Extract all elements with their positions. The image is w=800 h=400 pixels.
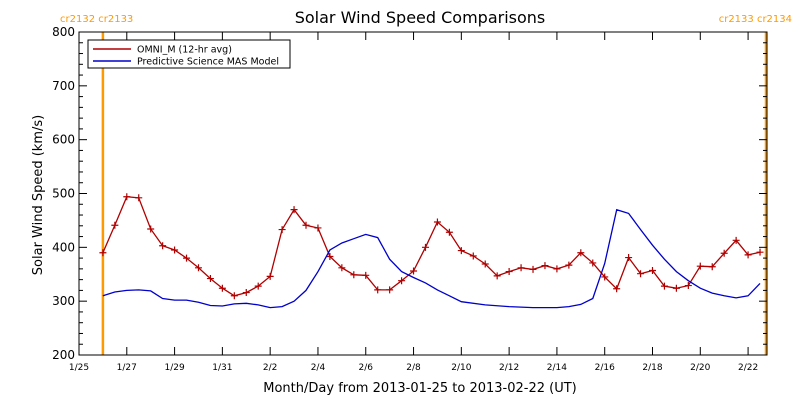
- data-point: [505, 268, 513, 276]
- x-tick-label: 1/27: [117, 363, 137, 373]
- data-point: [99, 249, 107, 257]
- data-point: [445, 228, 453, 236]
- data-point: [541, 262, 549, 270]
- data-point: [338, 264, 346, 272]
- x-tick-label: 2/6: [359, 363, 374, 373]
- data-point: [577, 249, 585, 257]
- y-tick-label: 200: [52, 348, 75, 362]
- data-point: [314, 224, 322, 232]
- y-axis-label: Solar Wind Speed (km/s): [31, 115, 46, 275]
- data-point: [589, 259, 597, 267]
- data-point: [744, 251, 752, 259]
- x-tick-label: 2/8: [406, 363, 421, 373]
- data-point: [290, 206, 298, 214]
- y-tick-label: 500: [52, 187, 75, 201]
- data-point: [756, 248, 764, 256]
- x-tick-label: 2/10: [451, 363, 471, 373]
- data-point: [254, 282, 262, 290]
- data-point: [278, 226, 286, 234]
- data-point: [613, 285, 621, 293]
- carrington-label: cr2133 cr2134: [719, 14, 792, 25]
- data-point: [493, 272, 501, 280]
- x-tick-label: 2/4: [311, 363, 326, 373]
- data-point: [457, 247, 465, 255]
- data-point: [660, 282, 668, 290]
- data-point: [242, 289, 250, 297]
- data-point: [147, 225, 155, 233]
- data-point: [135, 194, 143, 202]
- data-point: [553, 265, 561, 273]
- data-point: [266, 272, 274, 280]
- data-point: [565, 261, 573, 269]
- data-point: [410, 267, 418, 275]
- data-point: [672, 284, 680, 292]
- data-point: [708, 263, 716, 271]
- data-point: [696, 262, 704, 270]
- axes: 200 300 400 500 600 700 800 1/25 1/27 1/29 1/31 2/2…: [52, 25, 768, 373]
- series-layer: [99, 193, 764, 309]
- data-point: [183, 254, 191, 262]
- data-point: [111, 221, 119, 229]
- data-point: [421, 243, 429, 251]
- data-point: [350, 271, 358, 279]
- x-tick-label: 2/16: [595, 363, 615, 373]
- y-tick-label: 600: [52, 133, 75, 147]
- data-point: [123, 193, 131, 201]
- data-point: [720, 249, 728, 257]
- chart-title: Solar Wind Speed Comparisons: [295, 8, 546, 27]
- x-tick-label: 1/31: [212, 363, 232, 373]
- x-tick-label: 2/12: [499, 363, 519, 373]
- data-point: [362, 271, 370, 279]
- data-point: [637, 270, 645, 278]
- data-point: [159, 242, 167, 250]
- x-tick-label: 2/14: [547, 363, 567, 373]
- x-tick-label: 2/20: [690, 363, 710, 373]
- data-point: [469, 252, 477, 260]
- data-point: [326, 252, 334, 260]
- data-point: [374, 286, 382, 294]
- y-tick-label: 800: [52, 25, 75, 39]
- data-point: [194, 264, 202, 272]
- carrington-label: cr2132 cr2133: [60, 14, 133, 25]
- data-point: [648, 266, 656, 274]
- y-tick-label: 700: [52, 79, 75, 93]
- data-point: [171, 246, 179, 254]
- x-tick-label: 2/18: [642, 363, 662, 373]
- data-point: [433, 218, 441, 226]
- series-line: [102, 208, 761, 309]
- x-axis-label: Month/Day from 2013-01-25 to 2013-02-22 …: [263, 381, 576, 396]
- x-tick-label: 2/2: [263, 363, 277, 373]
- data-point: [386, 286, 394, 294]
- x-tick-label: 1/25: [69, 363, 89, 373]
- data-point: [517, 264, 525, 272]
- data-point: [481, 260, 489, 268]
- legend-label: Predictive Science MAS Model: [137, 57, 279, 68]
- data-point: [218, 284, 226, 292]
- data-point: [732, 236, 740, 244]
- data-point: [601, 273, 609, 281]
- data-point: [684, 282, 692, 290]
- y-tick-label: 400: [52, 240, 75, 254]
- data-point: [398, 277, 406, 285]
- x-tick-label: 2/22: [738, 363, 758, 373]
- data-point: [302, 221, 310, 229]
- data-point: [529, 265, 537, 273]
- data-point: [230, 292, 238, 300]
- y-tick-label: 300: [52, 294, 75, 308]
- x-tick-label: 1/29: [164, 363, 184, 373]
- legend-label: OMNI_M (12-hr avg): [137, 45, 232, 56]
- legend: OMNI_M (12-hr avg)Predictive Science MAS…: [87, 39, 291, 69]
- data-point: [625, 254, 633, 262]
- data-point: [206, 275, 214, 283]
- legend-box: [87, 39, 291, 69]
